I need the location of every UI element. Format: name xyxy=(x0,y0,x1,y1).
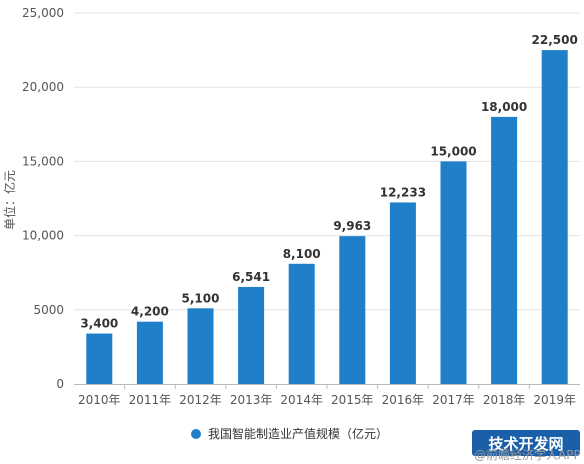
x-tick-label: 2014年 xyxy=(280,393,323,407)
bar xyxy=(238,286,265,384)
data-labels: 3,400 4,200 5,100 6,541 8,100 9,963 12,233 15,0… xyxy=(80,33,578,330)
data-label: 15,000 xyxy=(430,144,476,158)
y-tick-label: 25,000 xyxy=(22,6,64,20)
x-tick-label: 2013年 xyxy=(230,393,273,407)
bar xyxy=(339,236,366,384)
badge-text: 技术开发网 xyxy=(488,435,563,453)
legend-label: 我国智能制造业产值规模（亿元） xyxy=(208,426,388,441)
bar xyxy=(136,321,163,384)
data-label: 12,233 xyxy=(380,185,426,199)
bar xyxy=(86,333,113,384)
y-axis-label: 单位：亿元 xyxy=(2,170,17,230)
bar xyxy=(187,308,214,384)
x-tick-label: 2015年 xyxy=(331,393,374,407)
watermark-badge: 技术开发网 xyxy=(472,430,580,456)
legend: 我国智能制造业产值规模（亿元） xyxy=(191,426,388,441)
y-tick-label: 10,000 xyxy=(22,229,64,243)
bars xyxy=(86,50,568,384)
x-tick-label: 2018年 xyxy=(483,393,526,407)
y-tick-label: 20,000 xyxy=(22,80,64,94)
y-tick-label: 15,000 xyxy=(22,154,64,168)
y-tick-label: 5000 xyxy=(33,303,64,317)
x-tick-label: 2011年 xyxy=(129,393,172,407)
data-label: 3,400 xyxy=(80,317,118,331)
data-label: 9,963 xyxy=(333,219,371,233)
data-label: 4,200 xyxy=(131,305,169,319)
bar xyxy=(389,202,416,384)
data-label: 5,100 xyxy=(182,291,220,305)
data-label: 8,100 xyxy=(283,247,321,261)
bar xyxy=(491,116,518,384)
x-tick-label: 2019年 xyxy=(533,393,576,407)
y-axis-ticks: 0 5000 10,000 15,000 20,000 25,000 xyxy=(22,6,64,391)
x-tick-label: 2016年 xyxy=(382,393,425,407)
bar xyxy=(440,161,467,384)
x-axis-ticks: 2010年 2011年 2012年 2013年 2014年 2015年 2016年 2017年… xyxy=(78,384,576,407)
x-tick-label: 2010年 xyxy=(78,393,121,407)
data-label: 22,500 xyxy=(532,33,578,47)
data-label: 18,000 xyxy=(481,100,527,114)
bar xyxy=(288,263,315,384)
legend-marker xyxy=(191,429,201,439)
x-tick-label: 2012年 xyxy=(179,393,222,407)
badge-background xyxy=(472,430,580,456)
y-tick-label: 0 xyxy=(56,377,64,391)
bar xyxy=(541,50,568,384)
x-tick-label: 2017年 xyxy=(432,393,475,407)
data-label: 6,541 xyxy=(232,270,270,284)
source-text: @前瞻经济学人APP xyxy=(474,447,581,462)
